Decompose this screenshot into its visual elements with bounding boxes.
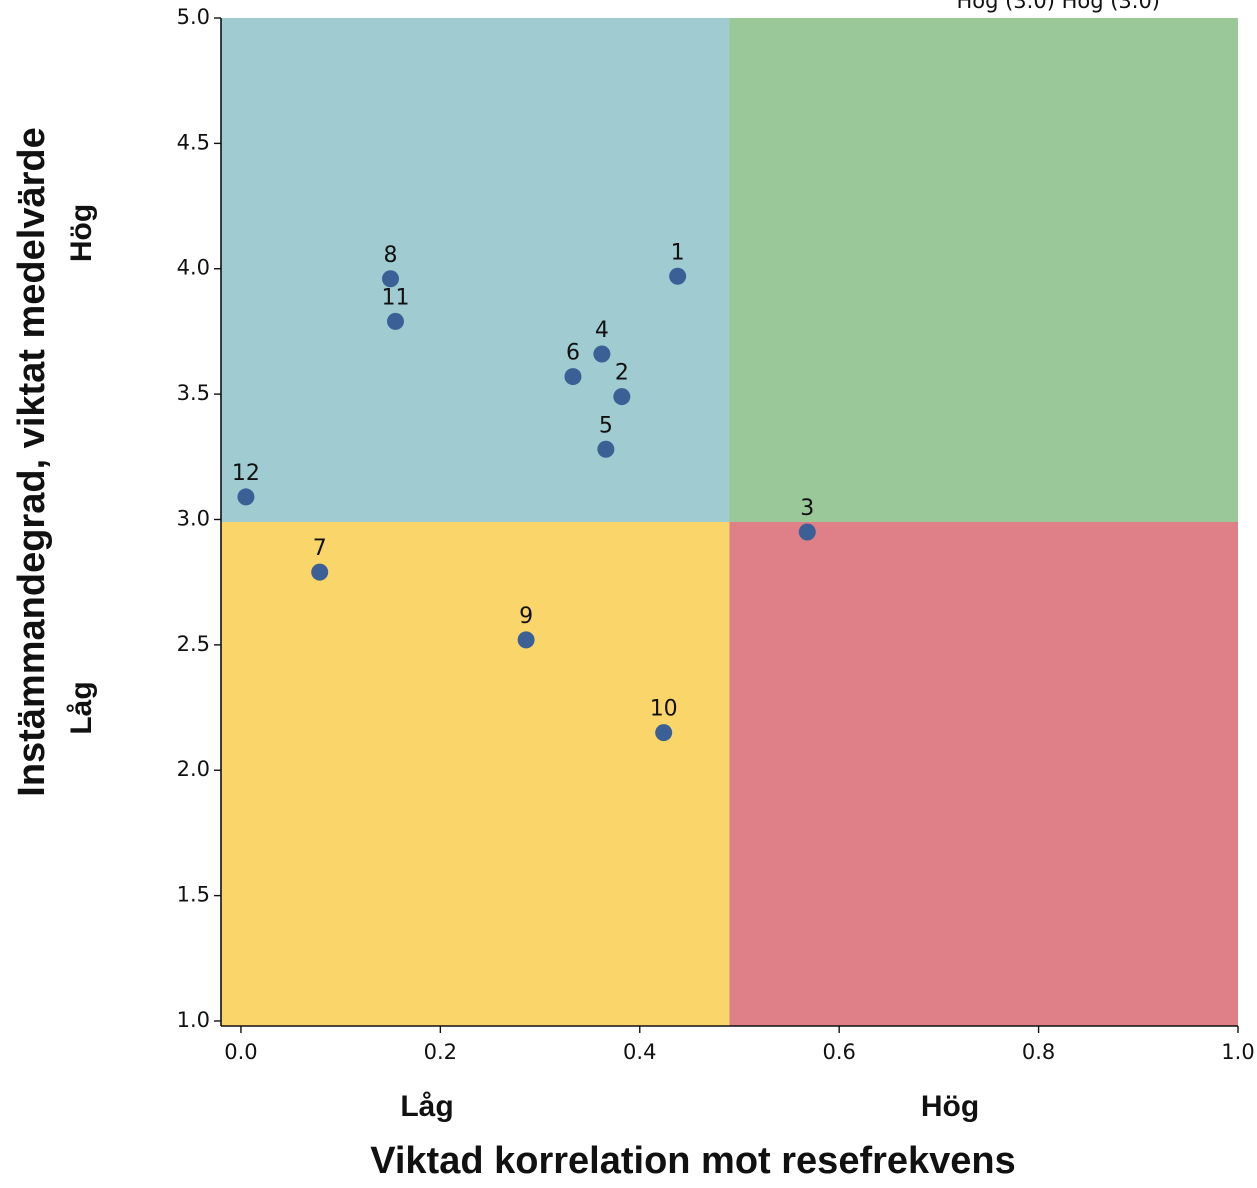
quadrant-top-right	[729, 18, 1238, 522]
y-tick-label: 5.0	[177, 5, 210, 29]
quadrant-bottom-right	[729, 522, 1238, 1026]
data-point	[669, 267, 687, 285]
x-level-low-label: Låg	[400, 1090, 453, 1123]
data-point	[311, 563, 329, 581]
x-tick-label: 0.0	[224, 1040, 257, 1064]
y-tick-label: 2.0	[177, 757, 210, 781]
x-level-high-label: Hög	[921, 1090, 979, 1123]
data-point	[386, 312, 404, 330]
legend-text: Hög (3.0) Hög (3.0)	[956, 0, 1160, 13]
data-point-label: 1	[671, 240, 685, 265]
quadrant-layer	[221, 18, 1238, 1026]
y-level-high-label: Hög	[65, 204, 98, 262]
y-axis-title: Instämmandegrad, viktat medelvärde	[11, 127, 53, 796]
quadrant-bottom-left	[221, 522, 730, 1026]
y-tick-label: 3.5	[177, 381, 210, 405]
x-tick-label: 0.4	[623, 1040, 656, 1064]
data-point	[655, 724, 673, 742]
x-tick-label: 1.0	[1221, 1040, 1254, 1064]
data-point-label: 5	[599, 413, 613, 438]
x-axis-title: Viktad korrelation mot resefrekvens	[370, 1140, 1016, 1182]
data-point	[382, 270, 399, 288]
data-point	[564, 368, 582, 386]
data-point-label: 2	[615, 361, 629, 386]
data-point-label: 11	[381, 285, 409, 310]
axis-layer: 0.0 0.2 0.4 0.6 0.8 1.0 1.0 1.5 2.0 2.5 3.0 3.5 4.0 4…	[177, 5, 1255, 1064]
data-point-label: 8	[384, 243, 398, 268]
x-tick-label: 0.2	[424, 1040, 457, 1064]
data-point-label: 6	[566, 341, 580, 366]
data-point	[237, 488, 255, 506]
y-tick-label: 4.0	[177, 256, 210, 280]
data-point	[613, 388, 631, 406]
y-tick-label: 3.0	[177, 506, 210, 530]
data-point-label: 10	[650, 697, 678, 722]
data-point-label: 12	[232, 461, 260, 486]
x-tick-label: 0.8	[1022, 1040, 1055, 1064]
x-tick-label: 0.6	[822, 1040, 855, 1064]
data-point-label: 4	[595, 318, 609, 343]
y-tick-label: 1.5	[177, 883, 210, 907]
data-point	[517, 631, 535, 649]
y-tick-label: 2.5	[177, 632, 210, 656]
data-point	[597, 440, 615, 458]
data-point-label: 3	[800, 496, 814, 521]
y-tick-label: 1.0	[177, 1008, 210, 1032]
data-point-label: 9	[519, 604, 533, 629]
quadrant-top-left	[221, 18, 730, 522]
y-level-low-label: Låg	[65, 681, 98, 734]
data-point	[798, 523, 816, 541]
data-point-label: 7	[313, 536, 327, 561]
data-point	[593, 345, 611, 363]
y-tick-label: 4.5	[177, 130, 210, 154]
